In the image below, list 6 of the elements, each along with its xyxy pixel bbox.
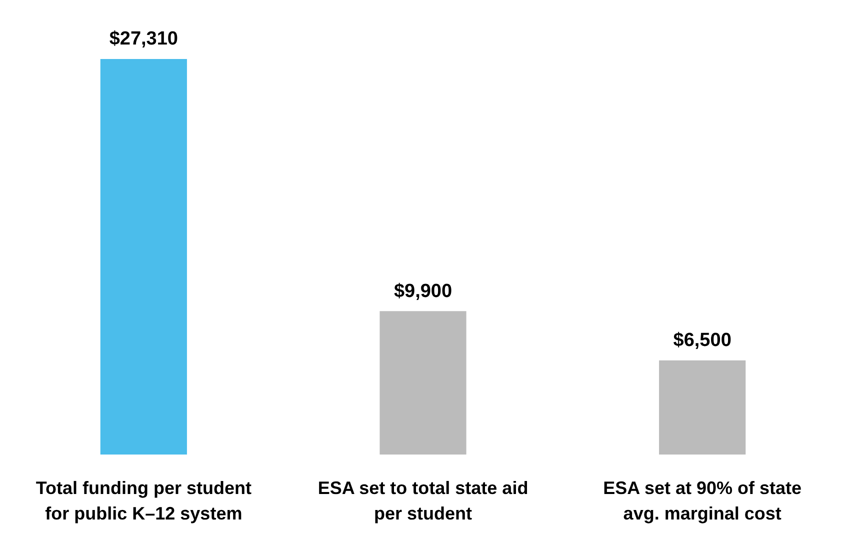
data-label: $6,500	[673, 330, 732, 352]
data-label: $27,310	[109, 28, 178, 50]
x-tick-label: Total funding per student for public K–12 system	[36, 478, 252, 524]
x-tick-label: ESA set at 90% of state avg. marginal cost	[603, 478, 802, 524]
x-tick-label: ESA set to total state aid per student	[318, 478, 528, 524]
data-label: $9,900	[394, 280, 452, 302]
